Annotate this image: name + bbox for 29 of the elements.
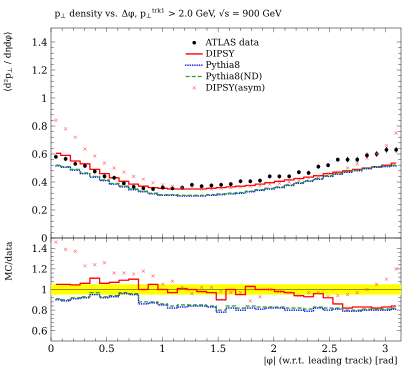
y-tick-label: 0 <box>42 234 47 242</box>
y-tick-label: 0.6 <box>32 326 47 334</box>
y-tick-label: 1.4 <box>32 38 47 46</box>
x-tick-label: 2.5 <box>322 344 337 352</box>
x-tick-label: 0.5 <box>99 344 114 352</box>
x-tick-label: 1 <box>160 344 164 352</box>
y-tick-label: 1 <box>42 94 46 102</box>
x-tick-label: 0 <box>48 344 54 352</box>
y-tick-label: 0.2 <box>32 206 46 214</box>
y-tick-label: 1.4 <box>32 244 47 252</box>
x-tick-label: 2 <box>271 344 276 352</box>
y-tick-label: 0.6 <box>32 150 47 158</box>
legend-label: DIPSY <box>206 50 235 57</box>
x-tick-label: 1.5 <box>211 344 226 352</box>
chart-title: p$_{⊥}$ density vs. Δφ, p$_{⊥}$$^{trk1}$ > 2.0 GeV, √s = 900 GeV <box>54 8 282 18</box>
y-axis-title: ⟨d²p$_{⊥}$ / dηdφ⟩ <box>4 32 12 91</box>
x-tick-label: 3 <box>382 344 388 352</box>
y-tick-label: 0.4 <box>32 178 47 186</box>
x-axis-title: |φ| (w.r.t. leading track) [rad] <box>264 356 397 366</box>
y-tick-label: 1 <box>42 286 46 294</box>
y-tick-label: 1.2 <box>32 265 46 273</box>
y-tick-label: 0.8 <box>32 122 47 130</box>
legend-label: Pythia8 <box>206 61 240 70</box>
legend-label: ATLAS data <box>205 38 259 46</box>
legend-label: Pythia8(ND) <box>206 72 262 82</box>
y-tick-label: 0.8 <box>32 306 47 314</box>
legend-label: DIPSY(asym) <box>206 84 264 93</box>
y-tick-label: 1.2 <box>32 66 46 74</box>
y-axis-title: MC/data <box>4 242 12 280</box>
